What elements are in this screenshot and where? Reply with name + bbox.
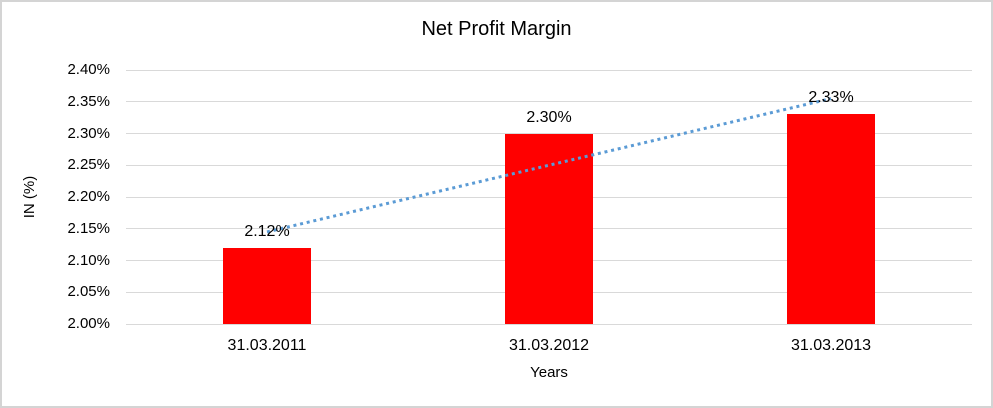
y-tick-label: 2.35% (67, 92, 110, 110)
y-tick-label: 2.05% (67, 283, 110, 301)
x-tick-label: 31.03.2012 (508, 337, 590, 354)
bar-31.03.2013 (787, 114, 875, 324)
data-label: 2.33% (808, 89, 854, 107)
bar-31.03.2012 (505, 133, 593, 324)
y-tick-label: 2.25% (67, 156, 110, 174)
y-tick-label: 2.40% (67, 61, 110, 78)
bar-31.03.2011 (223, 247, 311, 324)
gridline (126, 323, 972, 325)
y-tick-label: 2.15% (67, 219, 110, 237)
gridline (126, 101, 972, 103)
plot-area: 2.12% 2.30% 2.33% (126, 69, 972, 325)
trendline (266, 97, 832, 234)
y-tick-label: 2.10% (67, 251, 110, 269)
data-label: 2.12% (244, 222, 290, 240)
x-axis-title: Years (530, 364, 568, 381)
chart-title: Net Profit Margin (421, 18, 572, 40)
y-tick-label: 2.00% (67, 315, 110, 332)
y-tick-label: 2.30% (67, 124, 110, 142)
x-tick-label: 31.03.2013 (790, 337, 872, 354)
y-tick-label: 2.20% (67, 188, 110, 205)
gridline (126, 69, 972, 71)
x-tick-label: 31.03.2011 (227, 337, 307, 354)
data-label: 2.30% (526, 108, 572, 126)
